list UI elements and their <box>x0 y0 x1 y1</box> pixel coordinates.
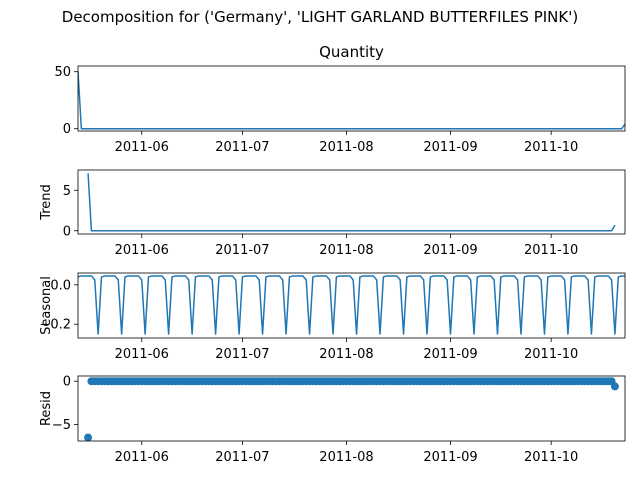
seasonal-xtick-label: 2011-09 <box>423 347 477 362</box>
resid-outlier-point <box>84 433 93 441</box>
observed-ytick-label: 0 <box>63 122 71 137</box>
resid-axes-frame <box>77 375 626 442</box>
seasonal-panel: 2011-06 2011-07 2011-08 2011-09 2011-10 0.0 −0… <box>39 272 626 362</box>
seasonal-xtick-label: 2011-08 <box>319 347 373 362</box>
observed-xtick-label: 2011-10 <box>524 140 578 155</box>
resid-xtick-label: 2011-06 <box>115 450 169 465</box>
seasonal-ylabel: Seasonal <box>39 276 54 335</box>
resid-ytick-label: 0 <box>63 375 71 390</box>
observed-xtick-label: 2011-07 <box>215 140 269 155</box>
trend-xtick-label: 2011-10 <box>524 243 578 258</box>
observed-series-line <box>78 71 625 130</box>
seasonal-series-line <box>78 275 625 335</box>
trend-ytick-label: 0 <box>63 224 71 239</box>
seasonal-xtick-label: 2011-06 <box>115 347 169 362</box>
resid-xtick-label: 2011-08 <box>319 450 373 465</box>
trend-xtick-label: 2011-09 <box>423 243 477 258</box>
observed-xtick-label: 2011-08 <box>319 140 373 155</box>
resid-xtick-label: 2011-09 <box>423 450 477 465</box>
observed-ytick-label: 50 <box>54 65 71 80</box>
trend-series-line <box>87 173 616 232</box>
resid-xtick-label: 2011-07 <box>215 450 269 465</box>
observed-xtick-label: 2011-06 <box>115 140 169 155</box>
trend-axes-frame <box>77 169 626 235</box>
seasonal-ytick-label: −0.2 <box>39 318 71 333</box>
seasonal-xtick-label: 2011-10 <box>524 347 578 362</box>
trend-ytick-label: 5 <box>63 184 71 199</box>
resid-panel: 2011-06 2011-07 2011-08 2011-09 2011-10 0 −5Re… <box>39 375 626 465</box>
observed-xtick-label: 2011-09 <box>423 140 477 155</box>
observed-panel: 2011-06 2011-07 2011-08 2011-09 2011-10 0 50 Qu… <box>54 43 626 155</box>
figure-suptitle: Decomposition for ('Germany', 'LIGHT GAR… <box>62 8 578 26</box>
trend-ylabel: Trend <box>39 184 54 221</box>
seasonal-xtick-label: 2011-07 <box>215 347 269 362</box>
resid-ylabel: Resid <box>39 391 54 426</box>
seasonal-axes-frame <box>77 272 626 339</box>
trend-panel: 2011-06 2011-07 2011-08 2011-09 2011-10 0 5 Tre… <box>39 169 626 258</box>
observed-panel-title: Quantity <box>319 43 384 61</box>
seasonal-ytick-label: 0.0 <box>50 278 71 293</box>
resid-xtick-label: 2011-10 <box>524 450 578 465</box>
trend-xtick-label: 2011-06 <box>115 243 169 258</box>
trend-xtick-label: 2011-07 <box>215 243 269 258</box>
trend-xtick-label: 2011-08 <box>319 243 373 258</box>
observed-axes-frame <box>77 65 626 132</box>
resid-outlier-point <box>610 382 619 391</box>
resid-ytick-label: −5 <box>52 418 71 433</box>
